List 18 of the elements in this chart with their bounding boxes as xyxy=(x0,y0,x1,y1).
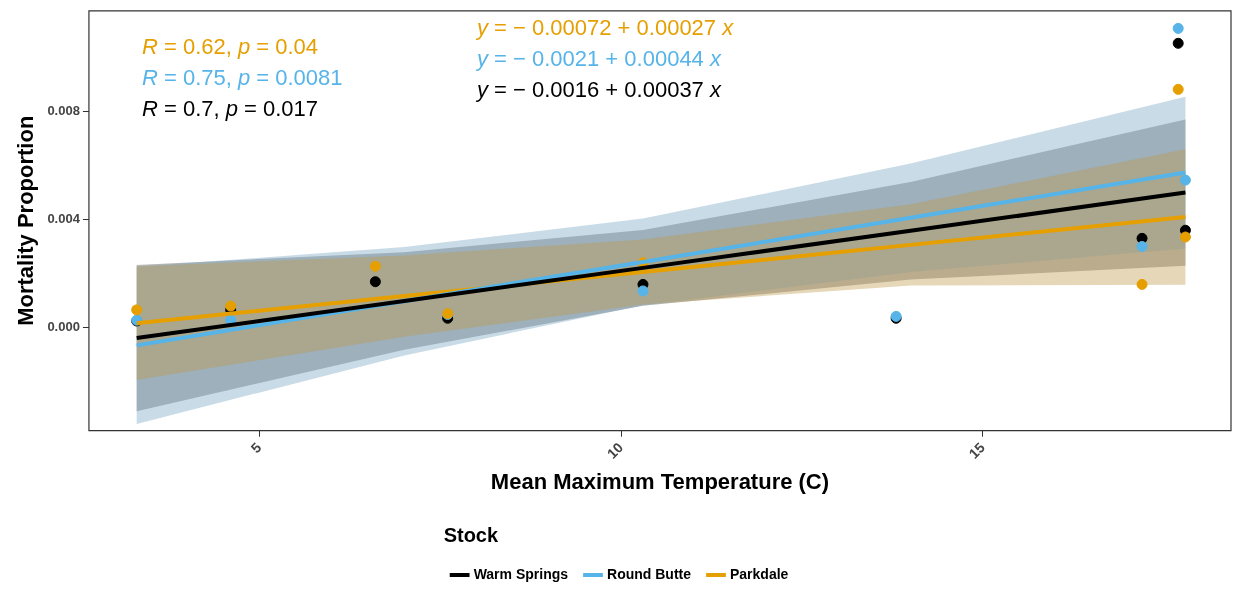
y-tick-label: 0.008 xyxy=(47,102,80,118)
annotation: R = 0.7, p = 0.017 xyxy=(141,95,319,121)
x-tick-label: 5 xyxy=(247,439,265,457)
legend-label: Parkdale xyxy=(730,565,789,582)
x-axis-title: Mean Maximum Temperature (C) xyxy=(490,468,830,494)
annotation: y = − 0.0016 + 0.00037 x xyxy=(474,76,722,102)
legend-label: Round Butte xyxy=(607,565,692,582)
x-tick-label: 10 xyxy=(603,439,627,462)
y-tick-label: 0.000 xyxy=(47,319,80,335)
x-tick-label: 15 xyxy=(965,439,988,462)
annotation: y = − 0.00072 + 0.00027 x xyxy=(474,14,735,40)
y-axis-title: Mortality Proportion xyxy=(13,115,39,326)
annotation: R = 0.62, p = 0.04 xyxy=(141,33,319,59)
legend-title: Stock xyxy=(443,523,499,546)
legend-label: Warm Springs xyxy=(473,565,569,582)
annotation: R = 0.75, p = 0.0081 xyxy=(141,64,343,90)
y-tick-label: 0.004 xyxy=(47,210,81,226)
annotation: y = − 0.0021 + 0.00044 x xyxy=(474,45,722,71)
